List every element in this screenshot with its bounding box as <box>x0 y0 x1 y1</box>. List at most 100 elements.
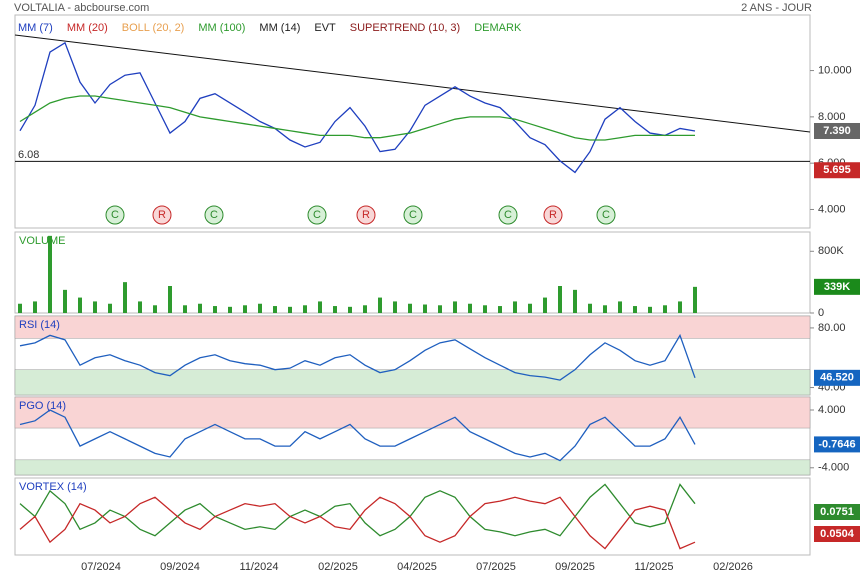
volume-bar <box>138 301 142 313</box>
support-label: 6.08 <box>18 149 39 161</box>
volume-bar <box>498 306 502 313</box>
signal-marker <box>152 205 172 225</box>
signal-label: R <box>362 209 370 221</box>
volume-bar <box>243 305 247 313</box>
value-badge <box>814 504 860 520</box>
signal-label: C <box>111 209 119 221</box>
legend-entry: MM (14) <box>259 22 300 34</box>
signal-label: C <box>504 209 512 221</box>
legend-entry: MM (7) <box>18 22 53 34</box>
x-tick-label: 07/2024 <box>81 561 121 573</box>
volume-bar <box>48 235 52 313</box>
volume-bar <box>318 301 322 313</box>
signal-label: R <box>549 209 557 221</box>
x-tick-label: 02/2026 <box>713 561 753 573</box>
volume-bar <box>393 301 397 313</box>
legend-entry: EVT <box>314 22 336 34</box>
line-series <box>19 496 696 550</box>
volume-bar <box>18 303 22 313</box>
header-title: VOLTALIA - abcbourse.com <box>14 2 149 14</box>
volume-bar <box>573 289 577 313</box>
signal-marker <box>498 205 518 225</box>
volume-bar <box>78 297 82 313</box>
signal-label: C <box>409 209 417 221</box>
volume-bar <box>348 306 352 313</box>
panel-title: RSI (14) <box>19 319 60 331</box>
panel-title: VORTEX (14) <box>19 481 87 493</box>
signal-marker <box>204 205 224 225</box>
volume-bar <box>663 305 667 313</box>
y-tick-label: 800K <box>818 245 844 257</box>
x-tick-label: 09/2025 <box>555 561 595 573</box>
signal-label: C <box>313 209 321 221</box>
line-series <box>19 95 695 141</box>
volume-bar <box>108 303 112 313</box>
volume-bar <box>273 306 277 313</box>
signal-label: R <box>158 209 166 221</box>
value-badge-label: 339K <box>824 281 850 293</box>
volume-bar <box>678 301 682 313</box>
signal-marker <box>307 205 327 225</box>
volume-bar <box>483 305 487 313</box>
volume-bar <box>408 303 412 313</box>
volume-bar <box>168 286 172 313</box>
volume-bar <box>153 305 157 313</box>
volume-bar <box>528 303 532 313</box>
line-series <box>19 483 696 537</box>
volume-bar <box>558 286 562 313</box>
header-period: 2 ANS - JOUR <box>741 2 812 14</box>
x-tick-label: 09/2024 <box>160 561 200 573</box>
volume-bar <box>333 306 337 313</box>
volume-bar <box>603 305 607 313</box>
volume-bar <box>198 303 202 313</box>
line-series <box>19 333 696 381</box>
y-tick-label: 4.000 <box>818 404 846 416</box>
volume-bar <box>183 305 187 313</box>
legend-entry: SUPERTREND (10, 3) <box>350 22 460 34</box>
signal-marker <box>105 205 125 225</box>
panel <box>14 14 811 229</box>
legend-entry: DEMARK <box>474 22 522 34</box>
volume-bar <box>648 306 652 313</box>
volume-bar <box>258 303 262 313</box>
line-series <box>19 409 696 462</box>
x-tick-label: 07/2025 <box>476 561 516 573</box>
signal-label: C <box>602 209 610 221</box>
legend-entry: MM (100) <box>198 22 245 34</box>
volume-bar <box>693 286 697 313</box>
value-badge <box>814 369 860 386</box>
volume-bar <box>288 306 292 313</box>
y-tick-label: -4.000 <box>818 462 849 474</box>
signal-marker <box>596 205 616 225</box>
volume-bar <box>423 304 427 313</box>
value-badge-label: 0.0504 <box>820 528 855 540</box>
value-badge-label: 0.0751 <box>820 506 854 518</box>
volume-bar <box>378 297 382 313</box>
volume-bar <box>633 306 637 313</box>
x-tick-label: 04/2025 <box>397 561 437 573</box>
signal-label: C <box>210 209 218 221</box>
band <box>14 315 811 339</box>
volume-bar <box>63 289 67 313</box>
volume-bar <box>303 305 307 313</box>
x-tick-label: 11/2025 <box>635 561 674 573</box>
value-badge-label: -0.7646 <box>818 438 855 450</box>
x-tick-label: 02/2025 <box>318 561 358 573</box>
y-tick-label: 10.000 <box>818 64 852 76</box>
signal-marker <box>543 205 563 225</box>
signal-marker <box>403 205 423 225</box>
volume-bar <box>93 301 97 313</box>
volume-bar <box>33 301 37 313</box>
value-badge-label: 5.695 <box>823 164 851 176</box>
volume-bar <box>228 306 232 313</box>
band <box>14 396 811 429</box>
volume-bar <box>618 301 622 313</box>
value-badge <box>814 122 860 139</box>
volume-bar <box>438 305 442 313</box>
line-series <box>19 41 696 174</box>
panel-title: VOLUME <box>19 235 65 247</box>
volume-bar <box>363 305 367 313</box>
trend-line <box>14 34 811 133</box>
value-badge <box>814 162 860 179</box>
